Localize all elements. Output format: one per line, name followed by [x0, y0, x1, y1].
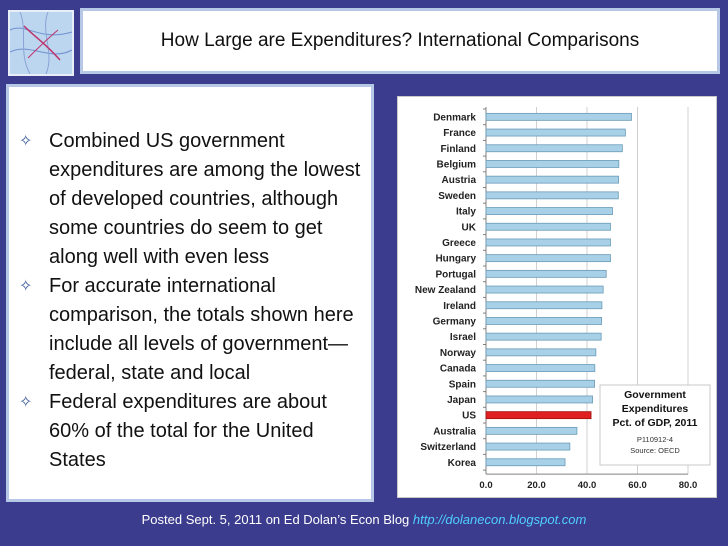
category-label: Japan: [447, 395, 476, 406]
category-label: Ireland: [443, 301, 476, 312]
bullet-text: For accurate international comparison, t…: [49, 275, 354, 384]
category-label: Portugal: [435, 269, 476, 280]
bar-new-zealand: [485, 285, 604, 294]
diamond-star-icon: ✧: [19, 394, 33, 411]
category-label: Australia: [433, 426, 476, 437]
bar-chart: Denmark France Finland Belgium Austria Sweden…: [415, 107, 711, 491]
bullet-panel: ✧ Combined US government expenditures ar…: [6, 84, 374, 502]
bar-australia: [485, 426, 578, 435]
bar-austria: [485, 175, 619, 184]
category-label: UK: [462, 222, 477, 233]
x-tick-label: 20.0: [527, 480, 546, 491]
bar-belgium: [485, 160, 620, 168]
category-label: Italy: [456, 207, 476, 218]
category-label: Denmark: [433, 112, 476, 123]
logo-image: [8, 10, 74, 76]
bar-israel: [485, 332, 602, 341]
category-label: Korea: [448, 458, 477, 469]
footer-text: Posted Sept. 5, 2011 on Ed Dolan’s Econ …: [141, 512, 410, 527]
category-label: Switzerland: [420, 442, 476, 453]
category-label: France: [443, 128, 476, 139]
category-label: Norway: [440, 348, 477, 359]
legend-source: Source: OECD: [630, 446, 680, 455]
bar-hungary: [485, 254, 611, 263]
bar-denmark: [485, 112, 632, 121]
chart-container: Denmark France Finland Belgium Austria Sweden…: [397, 96, 717, 498]
category-label: US: [462, 411, 476, 422]
category-label: Israel: [450, 332, 476, 343]
bar-switzerland: [485, 442, 571, 451]
category-label: Finland: [440, 144, 476, 155]
bar-korea: [485, 458, 566, 467]
category-label: Belgium: [437, 159, 477, 170]
footer: Posted Sept. 5, 2011 on Ed Dolan’s Econ …: [0, 512, 728, 527]
category-label: Hungary: [435, 254, 476, 265]
bar-norway: [485, 348, 597, 357]
x-tick-label: 80.0: [679, 480, 698, 491]
category-label: Sweden: [438, 191, 476, 202]
bullet-item: ✧ Federal expenditures are about 60% of …: [19, 388, 361, 475]
category-label: Germany: [433, 316, 477, 327]
bullet-text: Combined US government expenditures are …: [49, 130, 361, 268]
bar-finland: [485, 144, 623, 153]
legend-line: Pct. of GDP, 2011: [612, 417, 697, 429]
footer-link[interactable]: http://dolanecon.blogspot.com: [412, 512, 587, 527]
legend-line: Expenditures: [622, 403, 689, 415]
x-tick-label: 60.0: [628, 480, 647, 491]
x-tick-label: 0.0: [479, 480, 492, 491]
bar-portugal: [485, 269, 607, 278]
bar-france: [485, 128, 626, 137]
bar-ireland: [485, 301, 603, 310]
bar-spain: [485, 379, 595, 388]
bar-greece: [485, 238, 611, 247]
slide-title: How Large are Expenditures? Internationa…: [160, 30, 640, 51]
title-bar: How Large are Expenditures? Internationa…: [80, 8, 720, 74]
bar-japan: [485, 395, 593, 404]
x-tick-label: 40.0: [578, 480, 597, 491]
bar-sweden: [485, 191, 619, 200]
bullet-text: Federal expenditures are about 60% of th…: [49, 391, 327, 471]
bar-canada: [485, 364, 596, 372]
diamond-star-icon: ✧: [19, 278, 33, 295]
legend-code: P110912-4: [637, 435, 673, 444]
bar-germany: [485, 317, 603, 325]
bullet-item: ✧ For accurate international comparison,…: [19, 272, 361, 388]
category-label: Canada: [440, 364, 477, 375]
category-label: Greece: [442, 238, 476, 249]
bar-us: [485, 411, 592, 420]
category-label: Austria: [442, 175, 477, 186]
legend-line: Government: [624, 389, 686, 401]
bar-uk: [485, 222, 611, 231]
diamond-star-icon: ✧: [19, 133, 33, 150]
legend-box: [599, 384, 711, 466]
category-label: New Zealand: [415, 285, 476, 296]
category-label: Spain: [449, 379, 476, 390]
bullet-item: ✧ Combined US government expenditures ar…: [19, 127, 361, 272]
bar-italy: [485, 207, 613, 215]
